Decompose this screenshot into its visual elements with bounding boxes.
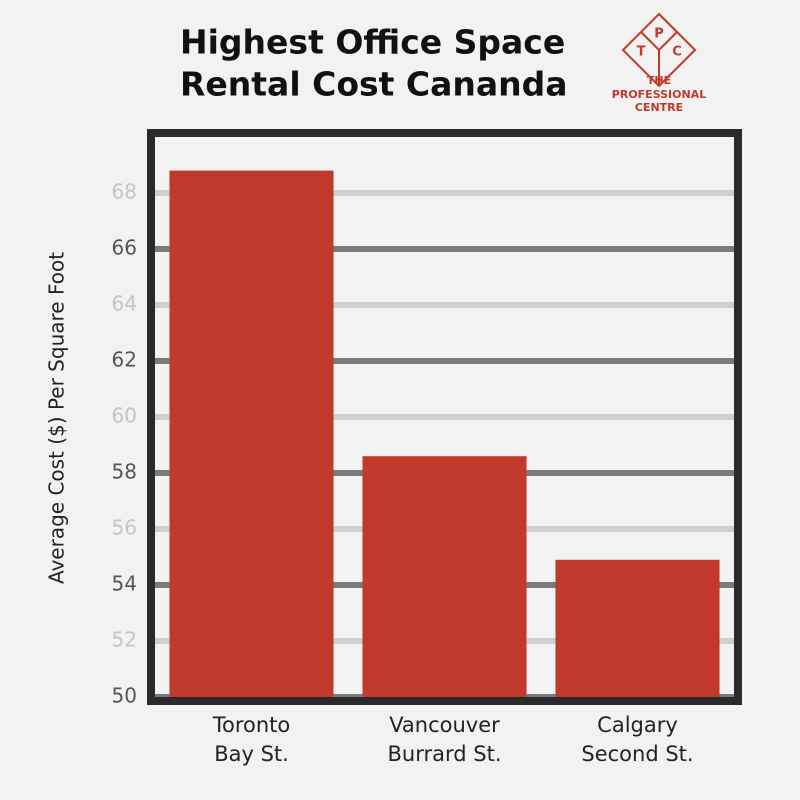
chart-title: Highest Office Space [180, 23, 565, 62]
logo-letter: T [637, 45, 646, 60]
y-tick-label: 60 [112, 404, 137, 428]
y-tick-label: 52 [112, 628, 137, 652]
bars [169, 170, 720, 698]
y-axis-label: Average Cost ($) Per Square Foot [45, 252, 69, 584]
x-tick-label: Vancouver [389, 713, 500, 737]
bar [362, 456, 527, 697]
x-tick-label: Second St. [581, 742, 693, 766]
logo-text: THE [647, 74, 671, 87]
y-tick-label: 58 [112, 460, 137, 484]
logo-text: PROFESSIONAL [612, 88, 706, 101]
logo-letter: C [672, 45, 682, 60]
bar [169, 170, 334, 698]
y-tick-label: 54 [112, 572, 137, 596]
y-tick-label: 50 [112, 684, 137, 708]
y-tick-label: 56 [112, 516, 137, 540]
bar [555, 559, 720, 697]
logo-letter: P [654, 27, 664, 42]
y-tick-label: 66 [112, 236, 137, 260]
plot-frame [147, 129, 742, 705]
y-tick-label: 62 [112, 348, 137, 372]
x-tick-label: Burrard St. [388, 742, 502, 766]
logo [621, 12, 697, 88]
logo-text: CENTRE [635, 101, 683, 114]
chart-title: Rental Cost Cananda [180, 65, 568, 104]
x-tick-label: Calgary [597, 713, 678, 737]
x-tick-label: Bay St. [214, 742, 289, 766]
x-tick-label: Toronto [212, 713, 291, 737]
y-tick-label: 68 [112, 180, 137, 204]
y-tick-label: 64 [112, 292, 137, 316]
